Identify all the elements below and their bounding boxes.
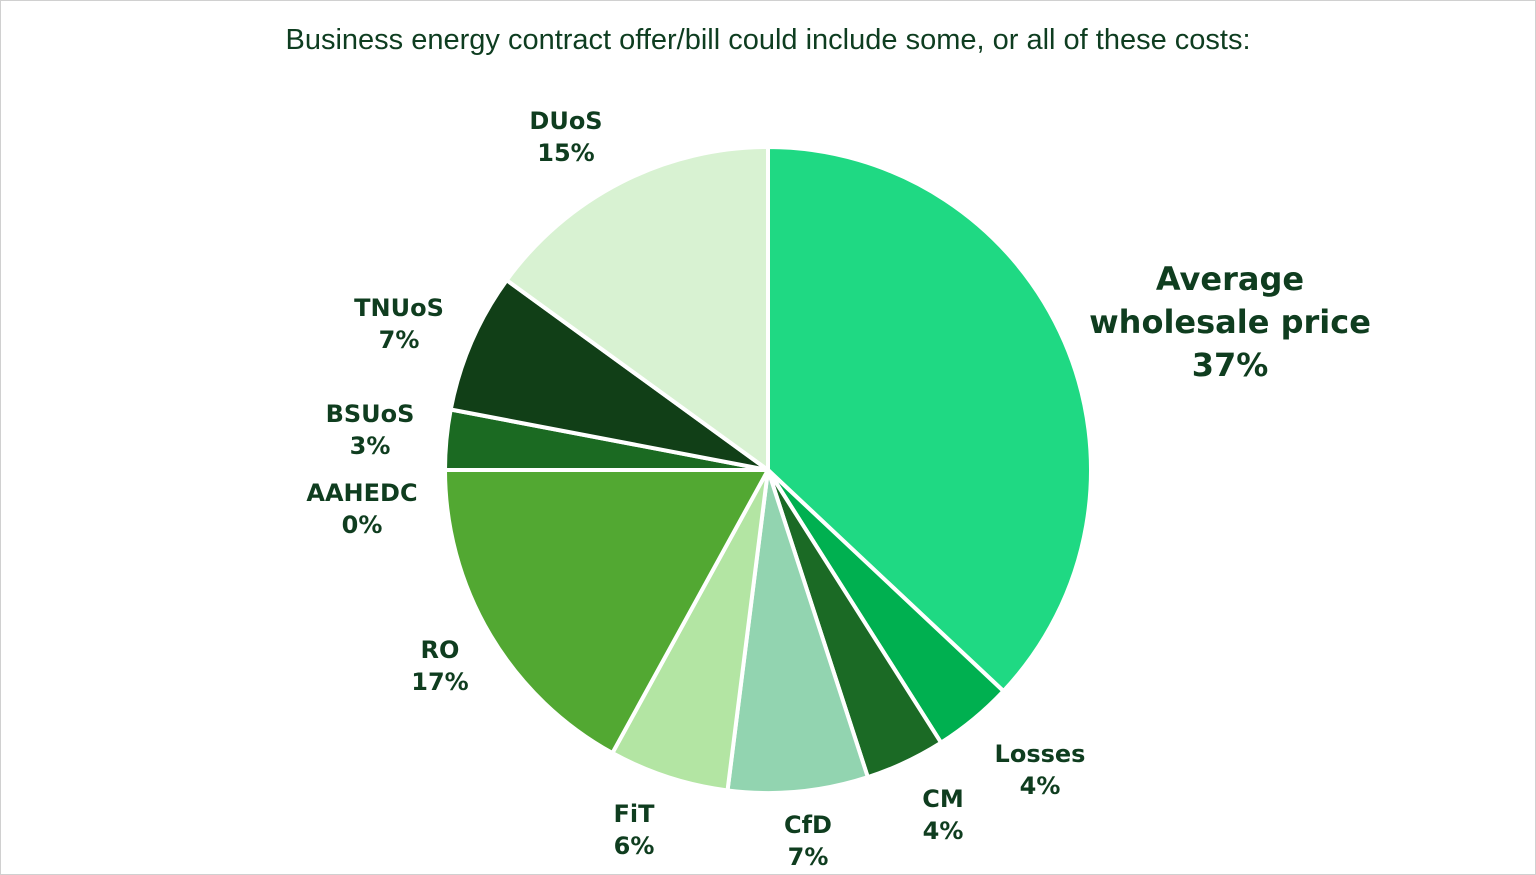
data-label-tnuos: TNUoS 7% [354,294,444,354]
pie-slice-cfd [725,468,870,795]
data-label-cm: CM 4% [922,785,964,845]
data-label-duos: DUoS 15% [529,107,602,167]
pie-slice-tnuos [448,278,770,472]
pie-slice-ro [443,468,770,756]
data-label-fit: FiT 6% [614,800,656,860]
pie-slice-average-wholesale-price [766,145,1093,694]
data-label-bsuos: BSUoS 3% [326,400,415,460]
chart-title: Business energy contract offer/bill coul… [285,24,1251,56]
pie-slice-duos [504,145,770,472]
data-label-losses: Losses 4% [995,740,1086,800]
data-label-ro: RO 17% [411,636,468,696]
data-label-cfd: CfD 7% [784,811,832,871]
data-label-average-wholesale-price: Average wholesale price 37% [1089,260,1371,384]
pie-slice-fit [610,468,770,793]
data-label-aahedc: AAHEDC 0% [306,479,417,539]
